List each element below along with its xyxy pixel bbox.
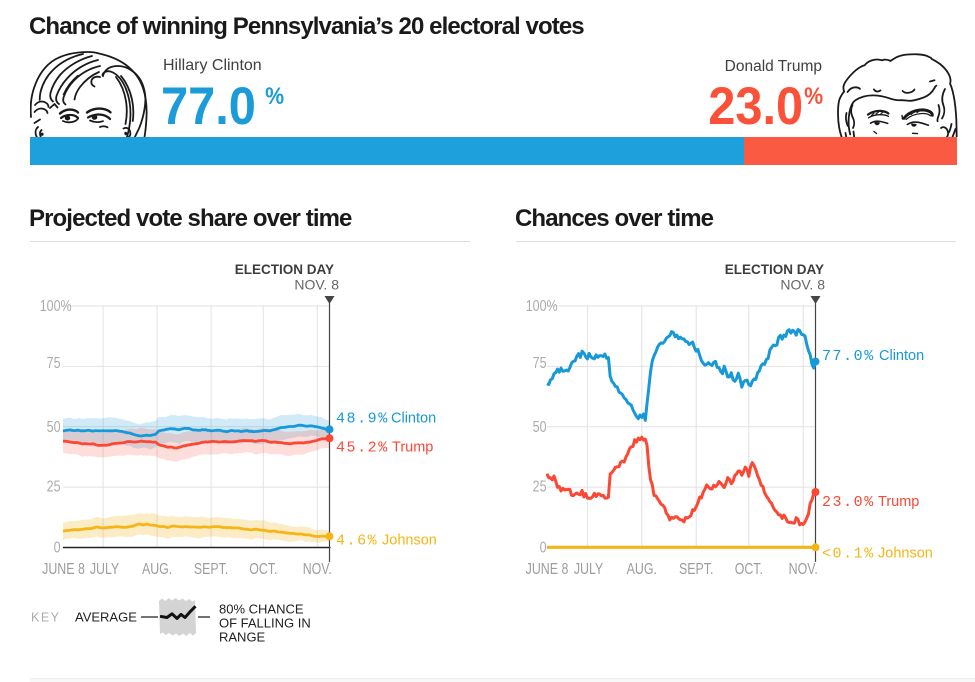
svg-text:OCT.: OCT. [249, 560, 277, 578]
svg-text:OF FALLING IN: OF FALLING IN [219, 616, 311, 631]
svg-text:JULY: JULY [90, 560, 120, 578]
svg-text:JUNE 8: JUNE 8 [42, 560, 85, 578]
svg-text:0: 0 [540, 539, 547, 557]
svg-text:KEY: KEY [31, 611, 61, 625]
svg-text:77.0%: 77.0% [822, 348, 875, 365]
svg-text:Johnson: Johnson [878, 546, 933, 562]
svg-text:25: 25 [47, 478, 61, 496]
svg-text:75: 75 [47, 354, 61, 372]
svg-text:Johnson: Johnson [382, 533, 437, 549]
svg-text:%: % [547, 298, 558, 316]
svg-text:Trump: Trump [392, 439, 433, 455]
svg-text:ELECTION DAY: ELECTION DAY [725, 262, 824, 277]
svg-text:Clinton: Clinton [879, 348, 924, 364]
svg-text:JUNE 8: JUNE 8 [526, 560, 569, 578]
svg-text:RANGE: RANGE [219, 630, 266, 645]
svg-text:100: 100 [40, 298, 61, 316]
svg-text:AUG.: AUG. [627, 560, 657, 578]
svg-text:NOV.: NOV. [789, 560, 818, 578]
svg-text:JULY: JULY [574, 560, 604, 578]
svg-text:NOV. 8: NOV. 8 [780, 277, 825, 293]
svg-text:SEPT.: SEPT. [679, 560, 713, 578]
svg-text:ELECTION DAY: ELECTION DAY [235, 262, 334, 277]
svg-text:23.0%: 23.0% [822, 494, 875, 511]
svg-text:AVERAGE: AVERAGE [75, 610, 137, 625]
svg-text:4.6%: 4.6% [336, 533, 378, 550]
svg-text:50: 50 [47, 419, 61, 437]
svg-text:NOV. 8: NOV. 8 [294, 277, 339, 293]
svg-text:NOV.: NOV. [303, 560, 332, 578]
svg-text:%: % [61, 298, 72, 316]
svg-text:48.9%: 48.9% [336, 410, 389, 427]
svg-text:Clinton: Clinton [391, 410, 436, 426]
svg-text:25: 25 [533, 478, 547, 496]
svg-text:100: 100 [526, 298, 547, 316]
svg-text:AUG.: AUG. [142, 560, 172, 578]
svg-text:50: 50 [533, 419, 547, 437]
svg-text:<0.1%: <0.1% [822, 546, 875, 563]
svg-text:80% CHANCE: 80% CHANCE [219, 602, 304, 617]
svg-text:OCT.: OCT. [735, 560, 763, 578]
svg-text:45.2%: 45.2% [336, 439, 389, 456]
svg-text:SEPT.: SEPT. [194, 560, 228, 578]
svg-text:0: 0 [54, 539, 61, 557]
svg-text:75: 75 [533, 354, 547, 372]
svg-text:Trump: Trump [878, 494, 919, 510]
